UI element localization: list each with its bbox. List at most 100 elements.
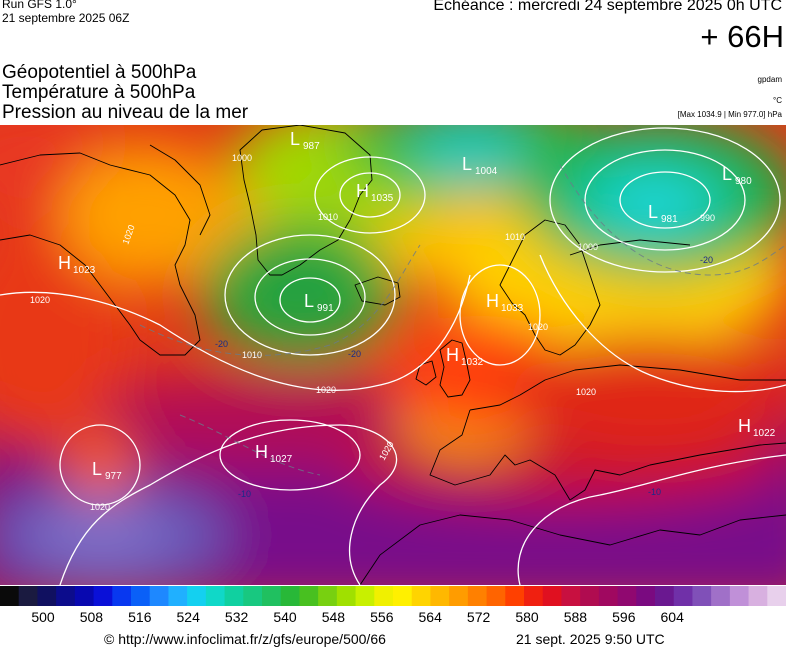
colorbar-tick-label: 596 bbox=[612, 609, 636, 625]
isobar-label: 990 bbox=[700, 213, 715, 223]
coastlines bbox=[0, 125, 786, 585]
colorbar-swatch bbox=[767, 586, 786, 606]
temperature-isotherms bbox=[139, 164, 786, 476]
forecast-valid-time: Echéance : mercredi 24 septembre 2025 0h… bbox=[433, 0, 782, 14]
pressure-minmax: [Max 1034.9 | Min 977.0] hPa bbox=[677, 110, 782, 119]
svg-text:H: H bbox=[446, 345, 459, 365]
colorbar-swatch bbox=[262, 586, 282, 606]
svg-text:1035: 1035 bbox=[371, 193, 394, 204]
svg-text:1027: 1027 bbox=[270, 454, 293, 465]
isobar-label: 1000 bbox=[232, 153, 252, 163]
svg-text:980: 980 bbox=[735, 176, 752, 187]
colorbar-tick-label: 588 bbox=[563, 609, 588, 625]
colorbar-tick-label: 556 bbox=[370, 609, 394, 625]
colorbar-swatch bbox=[748, 586, 768, 606]
svg-text:L: L bbox=[722, 164, 732, 184]
colorbar-swatch bbox=[636, 586, 656, 606]
param-geopotential: Géopotentiel à 500hPa bbox=[2, 62, 197, 83]
pressure-center: L 1004 bbox=[462, 154, 498, 177]
colorbar-swatch bbox=[505, 586, 525, 606]
colorbar-swatch bbox=[74, 586, 95, 606]
svg-text:L: L bbox=[92, 459, 102, 479]
colorbar-swatch bbox=[336, 586, 357, 606]
colorbar-swatch bbox=[711, 586, 731, 606]
colorbar-swatch bbox=[224, 586, 244, 606]
colorbar-swatch bbox=[655, 586, 675, 606]
pressure-center: H 1027 bbox=[255, 442, 293, 465]
colorbar-swatch bbox=[355, 586, 375, 606]
colorbar-swatch bbox=[93, 586, 113, 606]
isobar-label: 1020 bbox=[316, 385, 336, 395]
colorbar-tick-label: 572 bbox=[466, 609, 491, 625]
svg-text:H: H bbox=[255, 442, 268, 462]
colorbar-tick-label: 548 bbox=[321, 609, 346, 625]
colorbar-swatch bbox=[56, 586, 76, 606]
param-temperature: Température à 500hPa bbox=[2, 82, 196, 103]
colorbar-tick-label: 580 bbox=[515, 609, 539, 625]
svg-text:1023: 1023 bbox=[73, 265, 96, 276]
colorbar-swatch bbox=[486, 586, 506, 606]
colorbar-swatch bbox=[598, 586, 619, 606]
colorbar-swatch bbox=[673, 586, 694, 606]
colorbar-tick-label: 500 bbox=[31, 609, 55, 625]
colorbar-tick-label: 540 bbox=[273, 609, 297, 625]
pressure-center: H 1022 bbox=[738, 416, 776, 439]
isobar-label: 1000 bbox=[578, 242, 598, 252]
isobar-label: 1010 bbox=[242, 350, 262, 360]
colorbar-swatch bbox=[617, 586, 637, 606]
svg-text:987: 987 bbox=[303, 141, 320, 152]
weather-map: 1020 1020 1010 1000 1010 1020 1020 1020 … bbox=[0, 125, 786, 585]
lead-time: + 66H bbox=[700, 19, 784, 54]
isotherm-labels: -20 -20 -20 -10 -10 bbox=[215, 255, 713, 499]
colorbar-swatch bbox=[112, 586, 132, 606]
colorbar-swatch bbox=[692, 586, 712, 606]
svg-text:981: 981 bbox=[661, 214, 678, 225]
colorbar-swatch bbox=[411, 586, 432, 606]
colorbar-swatch bbox=[280, 586, 301, 606]
param-pressure: Pression au niveau de la mer bbox=[2, 102, 249, 123]
colorbar-swatch bbox=[37, 586, 57, 606]
svg-text:L: L bbox=[304, 291, 314, 311]
colorbar-swatch bbox=[299, 586, 319, 606]
isobar-label: 1010 bbox=[318, 212, 338, 222]
svg-text:977: 977 bbox=[105, 471, 122, 482]
colorbar-swatch bbox=[729, 586, 750, 606]
isobar-labels: 1020 1020 1010 1000 1010 1020 1020 1020 … bbox=[30, 153, 715, 512]
colorbar-tick-label: 532 bbox=[224, 609, 249, 625]
svg-text:1022: 1022 bbox=[753, 428, 776, 439]
isobars bbox=[0, 127, 786, 585]
isobar-label: 1020 bbox=[528, 322, 548, 332]
colorbar-swatch bbox=[580, 586, 600, 606]
isobar-label: 1020 bbox=[90, 502, 110, 512]
pressure-center: H 1033 bbox=[486, 291, 524, 314]
colorbar-tick-label: 516 bbox=[128, 609, 152, 625]
svg-text:991: 991 bbox=[317, 303, 334, 314]
unit-geopotential: gpdam bbox=[757, 75, 782, 84]
colorbar-swatch bbox=[131, 586, 151, 606]
colorbar-swatch bbox=[205, 586, 226, 606]
colorbar-swatch bbox=[467, 586, 488, 606]
pressure-center: L 987 bbox=[290, 129, 320, 152]
isotherm-label: -20 bbox=[215, 339, 228, 349]
colorbar-swatch bbox=[524, 586, 544, 606]
colorbar-swatch bbox=[542, 586, 563, 606]
colorbar-swatch bbox=[168, 586, 188, 606]
isotherm-label: -20 bbox=[348, 349, 361, 359]
colorbar-swatch bbox=[149, 586, 170, 606]
colorbar-swatch bbox=[374, 586, 394, 606]
svg-text:1033: 1033 bbox=[501, 303, 524, 314]
isotherm-label: -20 bbox=[700, 255, 713, 265]
colorbar-tick-label: 524 bbox=[176, 609, 200, 625]
colorbar-swatch bbox=[187, 586, 207, 606]
svg-text:H: H bbox=[486, 291, 499, 311]
isotherm-label: -10 bbox=[238, 489, 251, 499]
colorbar-swatch bbox=[318, 586, 338, 606]
pressure-center: L 991 bbox=[304, 291, 334, 314]
colorbar-swatch bbox=[243, 586, 263, 606]
pressure-center: H 1035 bbox=[356, 181, 394, 204]
colorbar bbox=[0, 586, 786, 606]
colorbar-tick-label: 508 bbox=[79, 609, 104, 625]
svg-text:L: L bbox=[290, 129, 300, 149]
isotherm-label: -10 bbox=[648, 487, 661, 497]
